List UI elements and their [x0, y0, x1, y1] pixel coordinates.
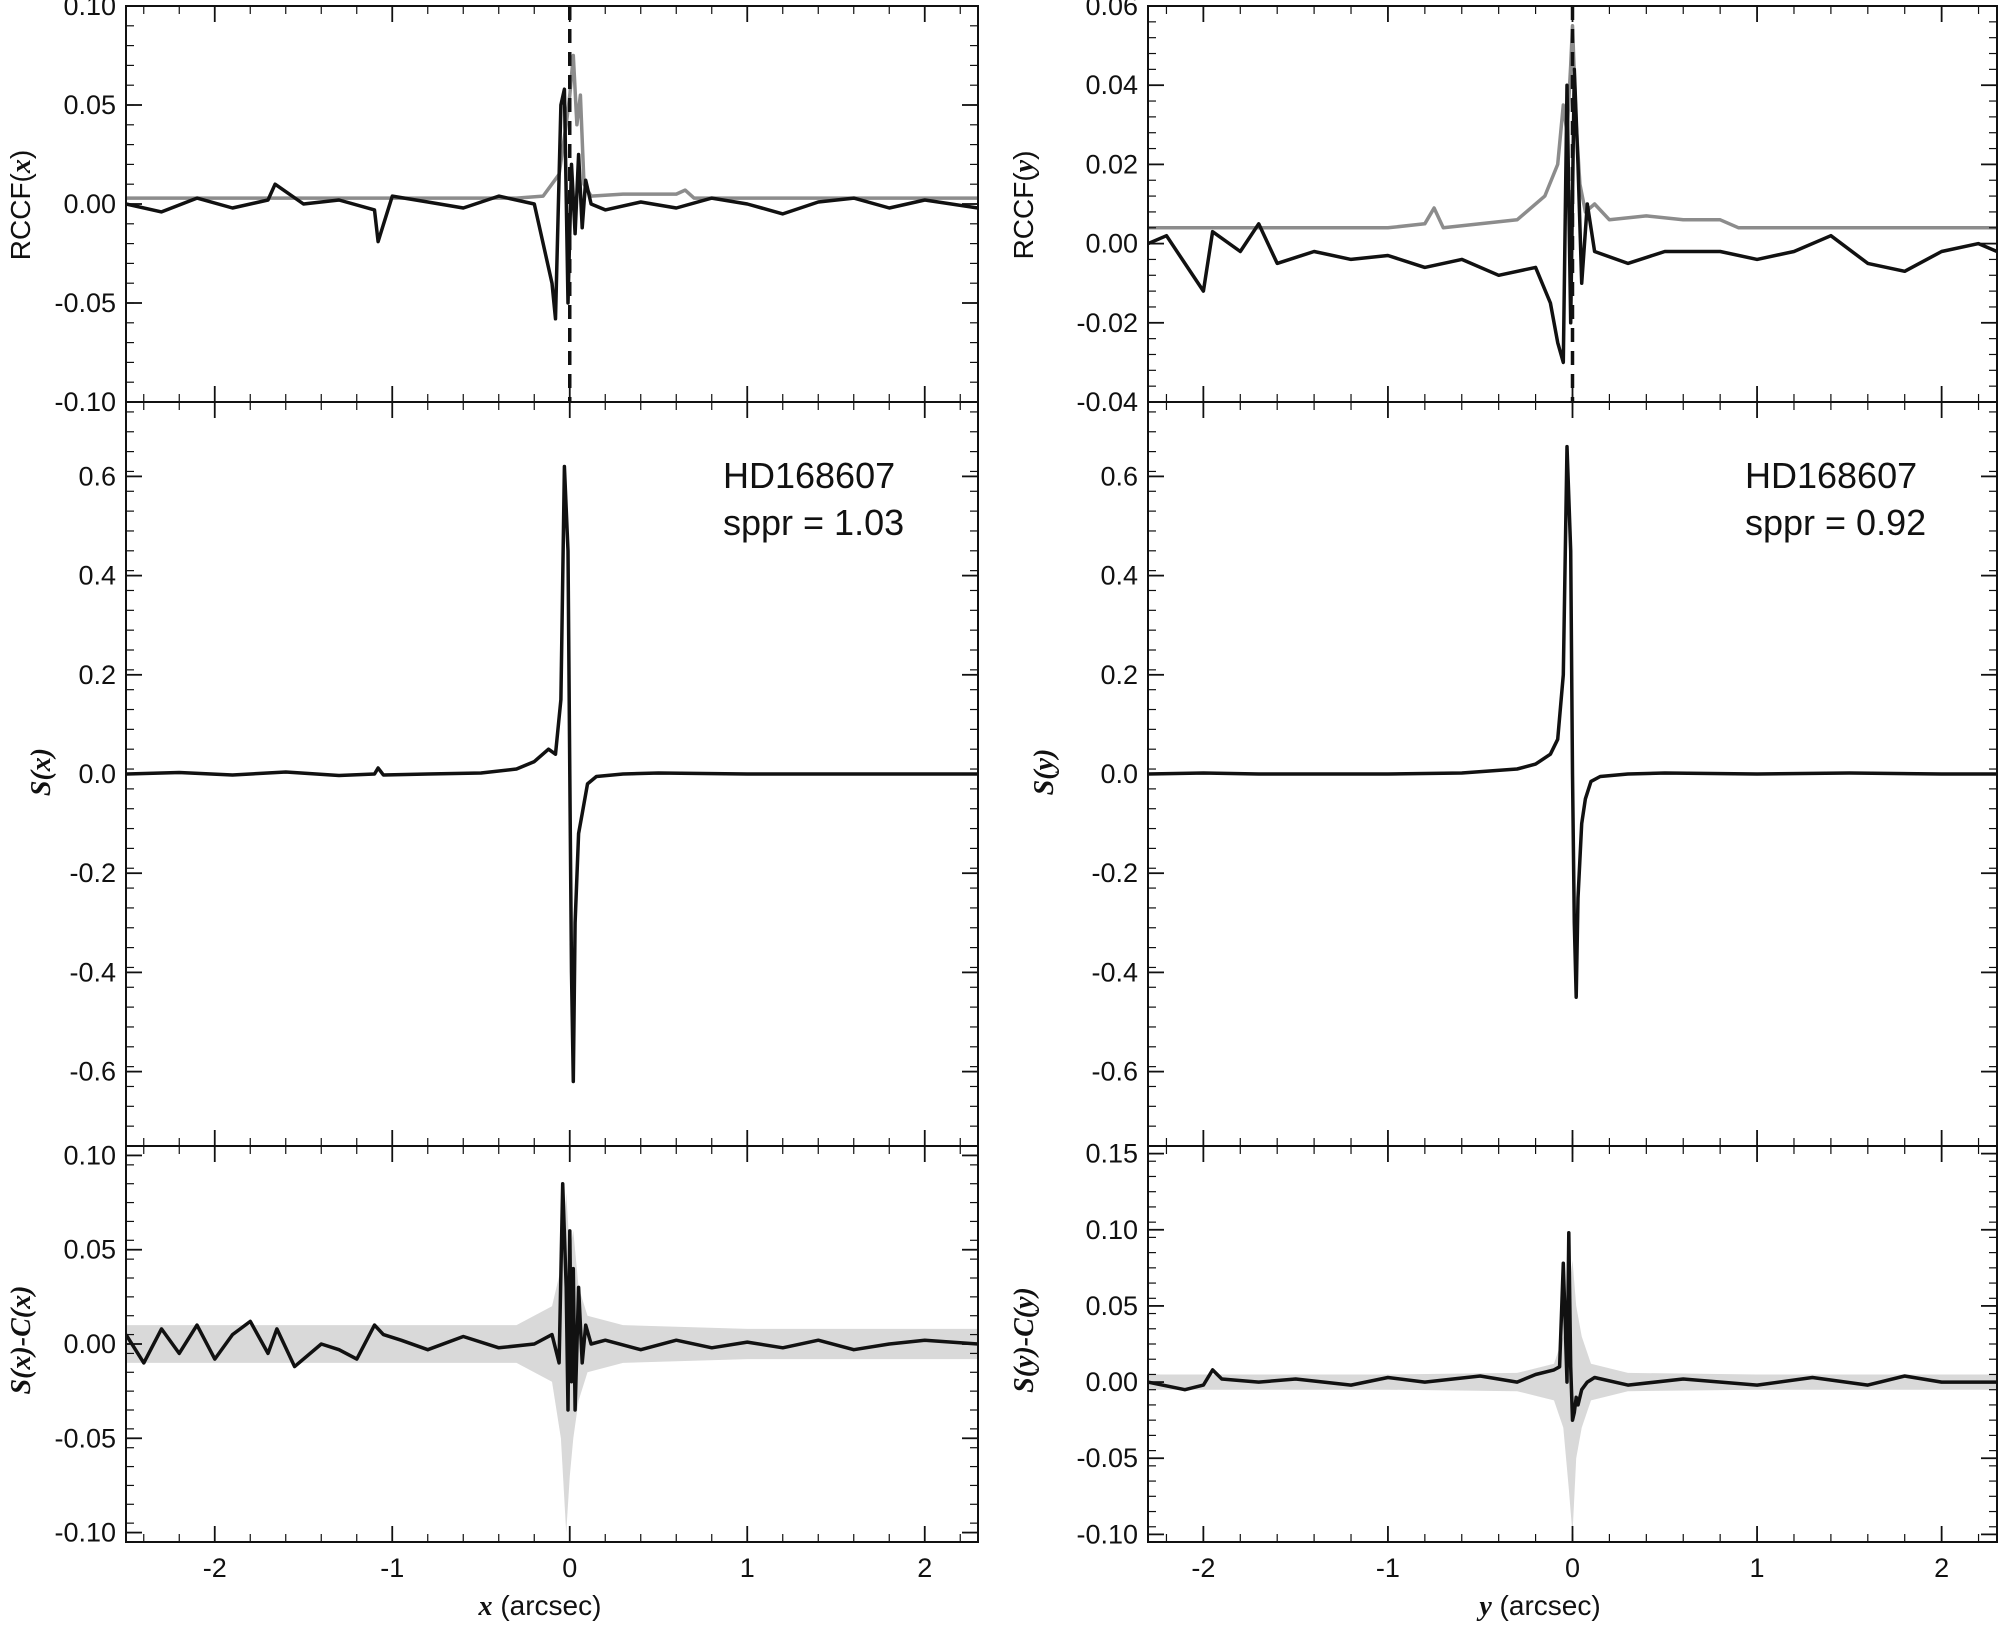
y-tick-label: -0.4 — [69, 957, 116, 987]
y-tick-label: 0.2 — [78, 660, 116, 690]
ylabel-resid-x: S(x)-C(x) — [6, 1286, 37, 1395]
y-tick-label: 0.02 — [1085, 149, 1138, 179]
y-tick-label: 0.0 — [1100, 759, 1138, 789]
y-tick-label: -0.6 — [69, 1057, 116, 1087]
ylabel-s-y: S(y) — [1029, 749, 1060, 796]
y-tick-label: 0.15 — [1085, 1139, 1138, 1169]
y-tick-label: 0.05 — [63, 90, 116, 120]
plot-area-s-y — [1148, 444, 1997, 999]
y-tick-label: 0.05 — [63, 1235, 116, 1265]
y-tick-label: 0.6 — [78, 461, 116, 491]
x-axis-title-left: x (arcsec) — [478, 1590, 602, 1622]
x-tick-label: 1 — [1750, 1553, 1765, 1583]
y-tick-label: 0.05 — [1085, 1291, 1138, 1321]
y-tick-label: 0.00 — [1085, 229, 1138, 259]
series-black-resid-y — [1148, 1231, 1997, 1422]
x-tick-label: 0 — [562, 1553, 577, 1583]
y-tick-label: 0.4 — [78, 561, 116, 591]
plot-area-rccf-x — [126, 53, 978, 321]
y-tick-label: 0.06 — [1085, 0, 1138, 21]
y-tick-label: 0.10 — [1085, 1215, 1138, 1245]
y-tick-label: -0.2 — [69, 858, 116, 888]
panel-s-x: -0.6 -0.4 -0.2 0.0 0.2 0.4 0.6 — [69, 401, 979, 1147]
series-gray-rccf-y — [1148, 24, 1997, 230]
series-gray-rccf-x — [126, 53, 978, 200]
x-tick-label: -2 — [203, 1553, 227, 1583]
y-tick-label: -0.05 — [54, 288, 116, 318]
annotation-star-left: HD168607 — [723, 455, 895, 496]
plot-area-rccf-y — [1148, 24, 1997, 365]
y-tick-label: -0.10 — [1076, 1519, 1138, 1549]
x-tick-label: 2 — [1934, 1553, 1949, 1583]
ylabel-rccf-x: RCCF(x) — [5, 150, 37, 260]
annotation-star-right: HD168607 — [1745, 455, 1917, 496]
y-tick-label: -0.2 — [1091, 858, 1138, 888]
series-black-rccf-y — [1148, 67, 1997, 365]
y-tick-label: -0.02 — [1076, 308, 1138, 338]
x-tick-label: -2 — [1191, 1553, 1215, 1583]
x-tick-label: -1 — [380, 1553, 404, 1583]
y-tick-label: -0.4 — [1091, 957, 1138, 987]
panel-resid-y: -0.10 -0.05 0.00 0.05 0.10 0.15 -2 -1 0 1 2 — [1076, 1139, 1998, 1583]
x-tick-label: 0 — [1565, 1553, 1580, 1583]
y-tick-label: -0.04 — [1076, 387, 1138, 417]
ylabel-rccf-y: RCCF(y) — [1008, 151, 1040, 260]
y-tick-label: 0.04 — [1085, 70, 1138, 100]
series-black-resid-x — [126, 1181, 978, 1412]
y-tick-label: 0.10 — [63, 0, 116, 21]
panel-rccf-x: -0.10 -0.05 0.00 0.05 0.10 — [54, 0, 979, 417]
y-tick-label: -0.05 — [54, 1423, 116, 1453]
uncertainty-band — [126, 1193, 978, 1533]
y-tick-label: 0.10 — [63, 1140, 116, 1170]
plot-area-s-x — [126, 464, 978, 1084]
y-tick-label: 0.00 — [63, 189, 116, 219]
panel-s-y: -0.6 -0.4 -0.2 0.0 0.2 0.4 0.6 — [1091, 401, 1998, 1147]
plot-area-resid-x — [126, 1181, 978, 1533]
ylabel-s-x: S(x) — [26, 748, 57, 796]
y-tick-label: -0.05 — [1076, 1443, 1138, 1473]
plot-area-resid-y — [1148, 1231, 1997, 1535]
y-tick-label: 0.0 — [78, 759, 116, 789]
y-axis-title-right: y (arcsec) — [1476, 1590, 1600, 1622]
y-tick-label: 0.4 — [1100, 561, 1138, 591]
y-tick-label: -0.10 — [54, 1518, 116, 1548]
ylabel-resid-y: S(y)-C(y) — [1009, 1287, 1040, 1393]
panel-rccf-y: -0.04 -0.02 0.00 0.02 0.04 0.06 — [1076, 0, 1998, 417]
series-black-s-y — [1148, 444, 1997, 999]
annotation-sppr-right: sppr = 0.92 — [1745, 502, 1926, 543]
x-tick-label: 1 — [740, 1553, 755, 1583]
y-tick-label: -0.10 — [54, 387, 116, 417]
y-tick-label: 0.00 — [63, 1329, 116, 1359]
x-tick-label: -1 — [1376, 1553, 1400, 1583]
x-tick-label: 2 — [917, 1553, 932, 1583]
y-tick-label: 0.00 — [1085, 1367, 1138, 1397]
annotation-sppr-left: sppr = 1.03 — [723, 502, 904, 543]
y-tick-label: 0.6 — [1100, 461, 1138, 491]
panel-resid-x: -0.10 -0.05 0.00 0.05 0.10 -2 -1 0 1 2 — [54, 1140, 979, 1583]
series-black-s-x — [126, 464, 978, 1084]
y-tick-label: -0.6 — [1091, 1057, 1138, 1087]
series-black-rccf-x — [126, 87, 978, 321]
y-tick-label: 0.2 — [1100, 660, 1138, 690]
